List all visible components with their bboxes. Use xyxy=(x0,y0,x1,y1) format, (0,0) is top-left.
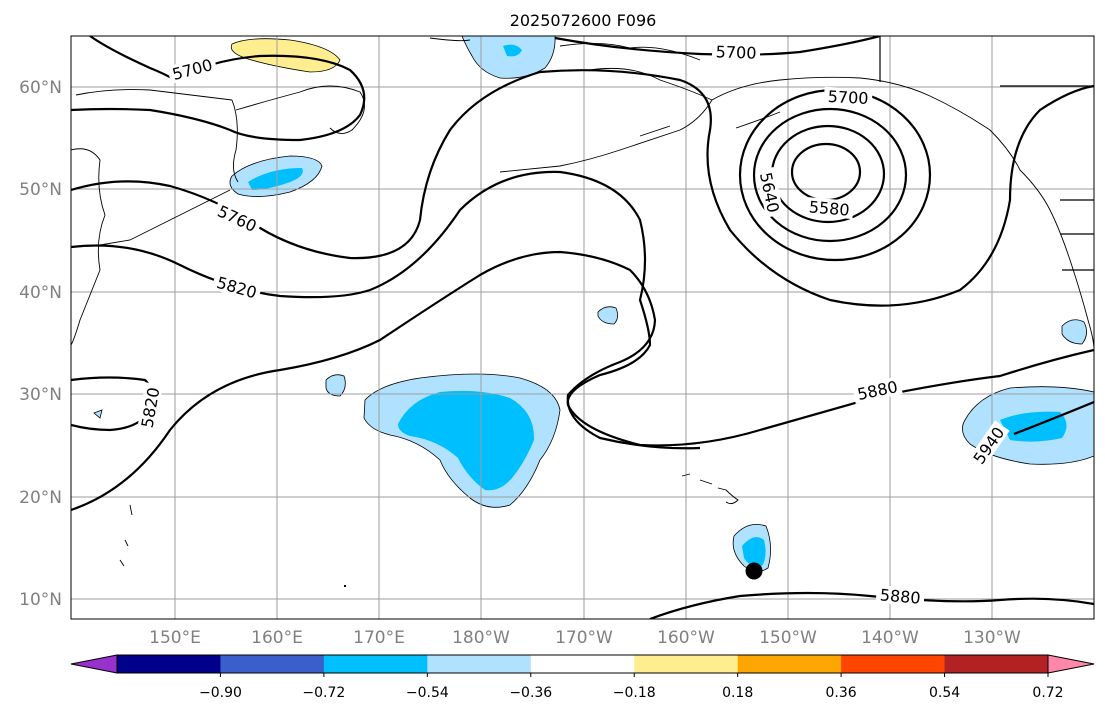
contour-label: 5700 xyxy=(715,42,756,62)
colorbar-tick-label: −0.90 xyxy=(199,685,242,701)
contour-5700 xyxy=(89,36,176,81)
lon-label: 150°E xyxy=(149,628,201,648)
lon-label: 160°W xyxy=(657,628,715,648)
lat-label: 30°N xyxy=(19,385,62,405)
map-area xyxy=(71,36,1094,619)
colorbar-ticks: −0.90 −0.72 −0.54 −0.36 −0.18 0.18 0.36 0.54 0.7… xyxy=(199,673,1064,701)
map-frame xyxy=(70,35,1095,620)
negative-anomaly-core xyxy=(503,44,522,57)
colorbar-tick-label: 0.36 xyxy=(826,685,857,701)
negative-anomaly-patch xyxy=(461,36,556,79)
negative-anomaly-core xyxy=(248,168,303,190)
colorbar-segment xyxy=(427,655,532,673)
latitude-labels: 60°N 50°N 40°N 30°N 20°N 10°N xyxy=(19,78,62,610)
colorbar-min-extend xyxy=(70,654,118,674)
negative-anomaly-patch xyxy=(1061,319,1087,345)
coastlines xyxy=(71,37,1094,567)
colorbar-segment xyxy=(944,655,1049,673)
negative-anomaly-patch xyxy=(597,306,618,325)
colorbar-segment xyxy=(841,655,946,673)
longitude-labels: 150°E 160°E 170°E 180°W 170°W 160°W 150°… xyxy=(149,628,1021,648)
colorbar-segment xyxy=(737,655,842,673)
contour-5640 xyxy=(752,107,908,243)
lon-label: 180°W xyxy=(452,628,510,648)
contour-5940 xyxy=(1013,400,1094,436)
colorbar: −0.90 −0.72 −0.54 −0.36 −0.18 0.18 0.36 0.54 0.7… xyxy=(70,654,1095,701)
colorbar-tick-label: 0.18 xyxy=(722,685,753,701)
contour-5700 xyxy=(71,54,366,142)
lon-label: 150°W xyxy=(759,628,817,648)
contour-label: 5580 xyxy=(808,197,850,219)
colorbar-tick-label: −0.18 xyxy=(613,685,656,701)
contour-5700-main xyxy=(71,69,1094,307)
colorbar-tick-label: 0.54 xyxy=(929,685,960,701)
lat-label: 20°N xyxy=(19,488,62,508)
lon-label: 130°W xyxy=(963,628,1021,648)
anomaly-shading xyxy=(93,36,1094,572)
colorbar-segment xyxy=(117,655,221,673)
colorbar-outline xyxy=(116,654,1049,674)
negative-anomaly-core xyxy=(398,390,535,491)
contour-5880-south xyxy=(649,591,1094,619)
lat-label: 60°N xyxy=(19,78,62,98)
colorbar-tick-label: 0.72 xyxy=(1032,685,1063,701)
colorbar-tick-label: −0.36 xyxy=(509,685,552,701)
colorbar-segment xyxy=(220,655,325,673)
contour-label: 5880 xyxy=(879,585,921,607)
borders xyxy=(879,36,1094,271)
colorbar-tick-label: −0.54 xyxy=(406,685,449,701)
colorbar-segments xyxy=(117,655,1049,673)
lon-label: 170°W xyxy=(555,628,613,648)
negative-anomaly-core xyxy=(742,537,766,567)
colorbar-segment xyxy=(634,655,739,673)
colorbar-segment xyxy=(323,655,428,673)
map-title: 2025072600 F096 xyxy=(510,11,657,30)
lon-label: 140°W xyxy=(861,628,919,648)
storm-position-marker xyxy=(745,562,763,580)
contour-label: 5700 xyxy=(827,87,869,108)
lat-label: 10°N xyxy=(19,590,62,610)
contour-label-group: 5700 5700 5700 5640 5580 5760 5820 5820 … xyxy=(137,42,1010,608)
lat-label: 50°N xyxy=(19,180,62,200)
colorbar-tick-label: −0.72 xyxy=(302,685,345,701)
contour-5880 xyxy=(71,250,701,512)
negative-anomaly-patch xyxy=(93,409,103,419)
colorbar-max-extend xyxy=(1047,654,1095,674)
negative-anomaly-patch xyxy=(325,374,346,397)
lon-label: 170°E xyxy=(353,628,405,648)
lon-label: 160°E xyxy=(251,628,303,648)
contour-5820 xyxy=(71,170,1094,447)
island-dot xyxy=(344,585,346,587)
lat-label: 40°N xyxy=(19,283,62,303)
colorbar-segment xyxy=(530,655,635,673)
